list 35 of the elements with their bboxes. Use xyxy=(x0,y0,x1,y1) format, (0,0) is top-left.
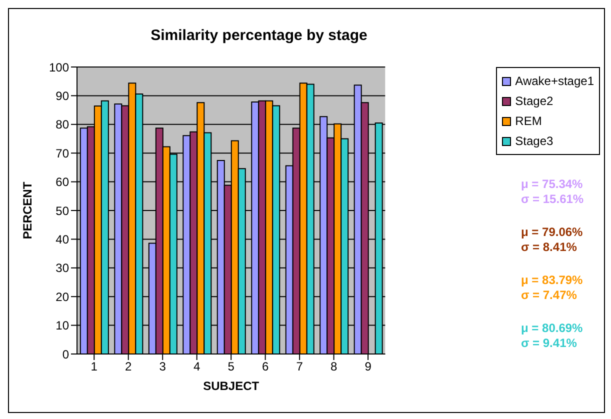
legend-label: Stage3 xyxy=(515,133,554,150)
y-tick-label: 90 xyxy=(56,88,70,103)
text: μ = 75.34% xyxy=(521,177,584,192)
y-axis-title: PERCENT xyxy=(20,181,34,240)
x-tick-label: 3 xyxy=(159,360,166,374)
text: μ = 79.06% xyxy=(521,225,584,240)
x-tick-label: 9 xyxy=(364,360,372,374)
x-tick-label: 1 xyxy=(90,360,98,374)
y-tick-label: 30 xyxy=(56,261,70,276)
x-tick-label: 2 xyxy=(125,360,132,374)
x-tick-label: 6 xyxy=(262,360,269,374)
x-tick-label: 4 xyxy=(193,360,200,374)
text: μ = 80.69% xyxy=(521,321,584,336)
legend-label: REM xyxy=(515,113,542,130)
text: σ = 7.47% xyxy=(521,288,578,303)
x-tick-label: 8 xyxy=(330,360,338,374)
y-tick-label: 60 xyxy=(56,175,70,190)
text: σ = 8.41% xyxy=(521,240,578,255)
text: μ = 83.79% xyxy=(521,273,584,288)
y-tick-label: 80 xyxy=(56,118,70,132)
x-tick-label: 5 xyxy=(228,360,235,374)
y-tick-label: 10 xyxy=(56,318,70,333)
x-axis-title: SUBJECT xyxy=(203,379,260,393)
text: σ = 15.61% xyxy=(521,192,585,207)
y-tick-label: 0 xyxy=(62,347,70,362)
y-tick-label: 70 xyxy=(56,146,70,160)
chart-title: Similarity percentage by stage xyxy=(150,27,368,44)
y-tick-label: 100 xyxy=(48,60,70,74)
legend-label: Awake+stage1 xyxy=(515,73,594,90)
y-tick-label: 40 xyxy=(56,232,70,246)
y-tick-label: 20 xyxy=(56,290,70,304)
text: σ = 9.41% xyxy=(521,336,578,351)
y-tick-label: 50 xyxy=(56,204,70,218)
legend-label: Stage2 xyxy=(515,93,554,110)
x-tick-label: 7 xyxy=(296,360,304,374)
